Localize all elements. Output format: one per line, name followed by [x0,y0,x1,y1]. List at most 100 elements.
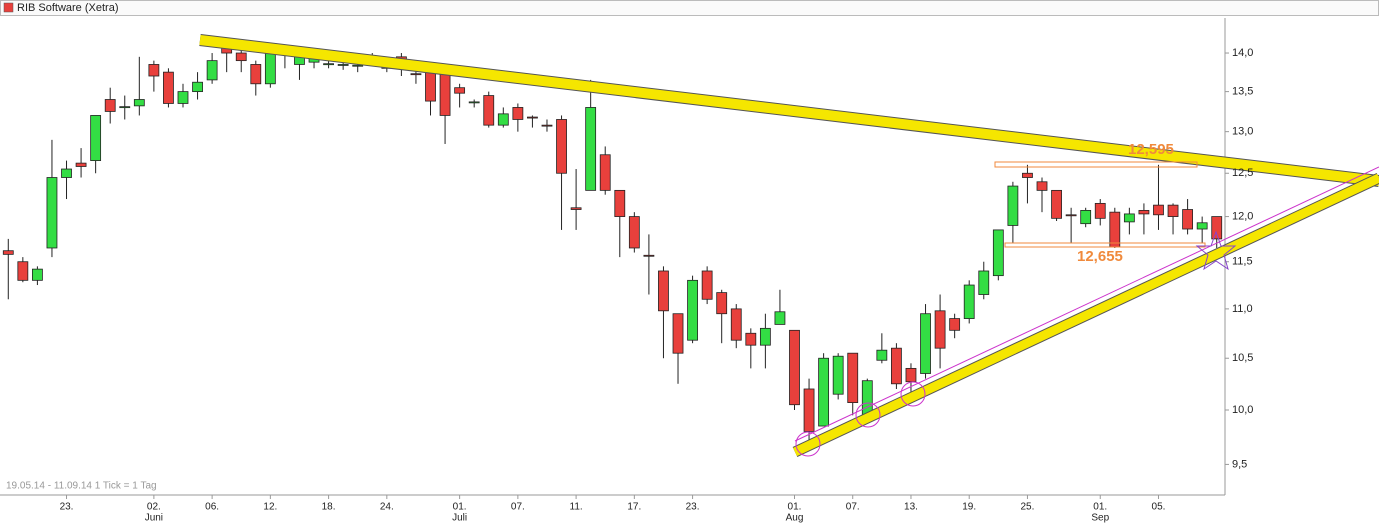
level-box [994,161,1198,168]
y-tick-label: 13,0 [1232,126,1253,138]
x-tick-label: 13. [904,502,918,513]
candle-body [599,154,611,191]
candle-body [1153,204,1164,216]
candle-body [905,367,917,383]
chart-title: RIB Software (Xetra) [17,2,118,14]
candle-body [2,250,14,255]
candle-body [1196,222,1208,230]
candle-body [774,311,786,325]
candle-body [876,349,888,361]
candle-body [730,308,742,341]
candle-body [61,168,72,178]
x-tick-label: 05. [1152,502,1166,513]
candle-body [672,313,684,354]
y-tick-label: 9,5 [1232,458,1247,470]
candle-body [250,64,262,85]
candle-body [891,347,902,385]
candle-body [119,106,131,109]
candle-body [75,162,87,167]
marker-circle [795,431,821,457]
candle-body [46,177,58,249]
x-tick-label: 23. [686,502,700,513]
candle-body [687,279,698,341]
candle-body [1211,216,1223,240]
x-tick-label: 01. [1093,502,1107,513]
candle-body [133,99,145,107]
candle-body [643,254,655,257]
candle-body [541,124,553,127]
candle-body [483,95,495,126]
candle-body [177,91,189,104]
candle-body [920,313,931,374]
candle-body [425,71,436,102]
x-tick-label: 01. [453,502,467,513]
candle-body [527,116,538,119]
candle-body [585,107,597,191]
candle-body [1051,189,1062,219]
candle-body [759,327,771,346]
candle-body [1007,185,1019,226]
y-tick-label: 10,0 [1232,404,1253,416]
x-tick-label: 11. [570,502,583,513]
candle-body [1036,181,1048,191]
candle-body [716,292,728,315]
candle-body [803,388,815,432]
legend-swatch [3,2,14,13]
y-tick-label: 11,0 [1232,303,1253,315]
candle-body [556,119,567,174]
x-tick-label: 06. [205,502,219,513]
candle-body [90,115,102,162]
trend-line [199,35,1379,186]
candle-body [31,268,43,281]
level-box [1004,242,1206,248]
candle-body [439,71,451,116]
trend-line [794,166,1379,442]
trend-line [793,173,1379,457]
candle-body [963,284,975,319]
candle-body [1123,213,1135,223]
y-tick-label: 12,5 [1232,167,1253,179]
candle-body [410,73,422,76]
candle-body [992,229,1004,277]
annotation: 12,655 [1077,248,1123,265]
candle-body [17,261,29,281]
candle-body [701,270,713,300]
y-tick-label: 12,0 [1232,210,1253,222]
candle-body [1080,209,1092,225]
x-tick-label: 19. [962,502,976,513]
candle-body [658,270,669,312]
title-bar [0,0,1379,16]
candle-body [497,113,509,126]
x-month-label: Aug [786,513,804,524]
candle-body [628,216,640,249]
x-tick-label: 07. [846,502,860,513]
x-tick-label: 12. [263,502,277,513]
candle-body [235,52,247,62]
x-month-label: Sep [1091,513,1109,524]
y-tick-label: 14,0 [1232,47,1253,59]
candle-body [206,60,218,81]
x-tick-label: 18. [322,502,336,513]
candle-body [832,355,844,395]
candle-body [745,332,757,346]
candle-body [847,352,859,403]
x-month-label: Juli [452,513,467,524]
candle-body [1167,204,1179,217]
candle-body [148,64,160,77]
marker-circle [855,402,881,428]
marker-circle [900,381,926,407]
candle-body [614,189,626,217]
candle-body [818,357,830,427]
candle-body [949,318,961,331]
x-tick-label: 17. [627,502,641,513]
candle-body [468,101,480,104]
y-tick-label: 10,5 [1232,352,1253,364]
candle-body [1065,214,1077,217]
candle-body [934,310,946,349]
candle-body [192,81,203,93]
x-tick-label: 24. [380,502,394,513]
candle-body [104,99,116,112]
candle-body [861,380,873,416]
candle-body [264,52,276,85]
